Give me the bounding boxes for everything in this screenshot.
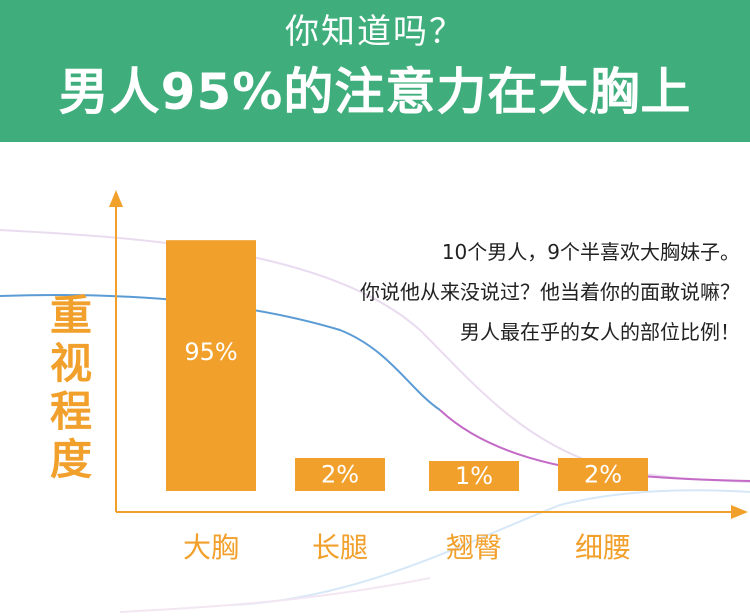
category-label-3: 翘臀 <box>446 531 502 564</box>
y-axis-label: 重视程度 <box>49 291 92 484</box>
chart-area <box>0 142 750 616</box>
category-label-4: 细腰 <box>575 531 631 564</box>
category-label-2: 长腿 <box>312 531 368 564</box>
curve-blue <box>0 294 441 411</box>
curve-light-pink-bottom <box>119 577 431 613</box>
annotation-text: 10个男人，9个半喜欢大胸妹子。 你说他从来没说过？他当着你的面敢说嘛？ 男人最… <box>270 232 740 352</box>
header-banner: 你知道吗？ 男人95%的注意力在大胸上 <box>0 0 750 142</box>
bar-value-label-1: 95% <box>184 338 237 366</box>
header-kicker: 你知道吗？ <box>285 12 465 52</box>
bar-3 <box>429 461 519 491</box>
x-axis-arrow <box>731 505 748 519</box>
header-headline: 男人95%的注意力在大胸上 <box>58 63 692 121</box>
category-label-1: 大胸 <box>183 531 239 564</box>
annotation-line-3: 男人最在乎的女人的部位比例！ <box>460 320 740 344</box>
annotation-line-2: 你说他从来没说过？他当着你的面敢说嘛？ <box>360 280 740 304</box>
bar-4 <box>558 458 648 491</box>
y-axis-arrow <box>109 190 123 207</box>
bar-2 <box>295 458 385 491</box>
annotation-line-1: 10个男人，9个半喜欢大胸妹子。 <box>441 240 740 264</box>
chart-axes <box>109 190 748 519</box>
bar-value-label-2: 2% <box>321 461 359 489</box>
curve-light-blue-bottom <box>229 489 750 606</box>
bar-value-label-3: 1% <box>455 462 493 490</box>
bar-1 <box>166 240 256 491</box>
bar-value-label-4: 2% <box>584 461 622 489</box>
